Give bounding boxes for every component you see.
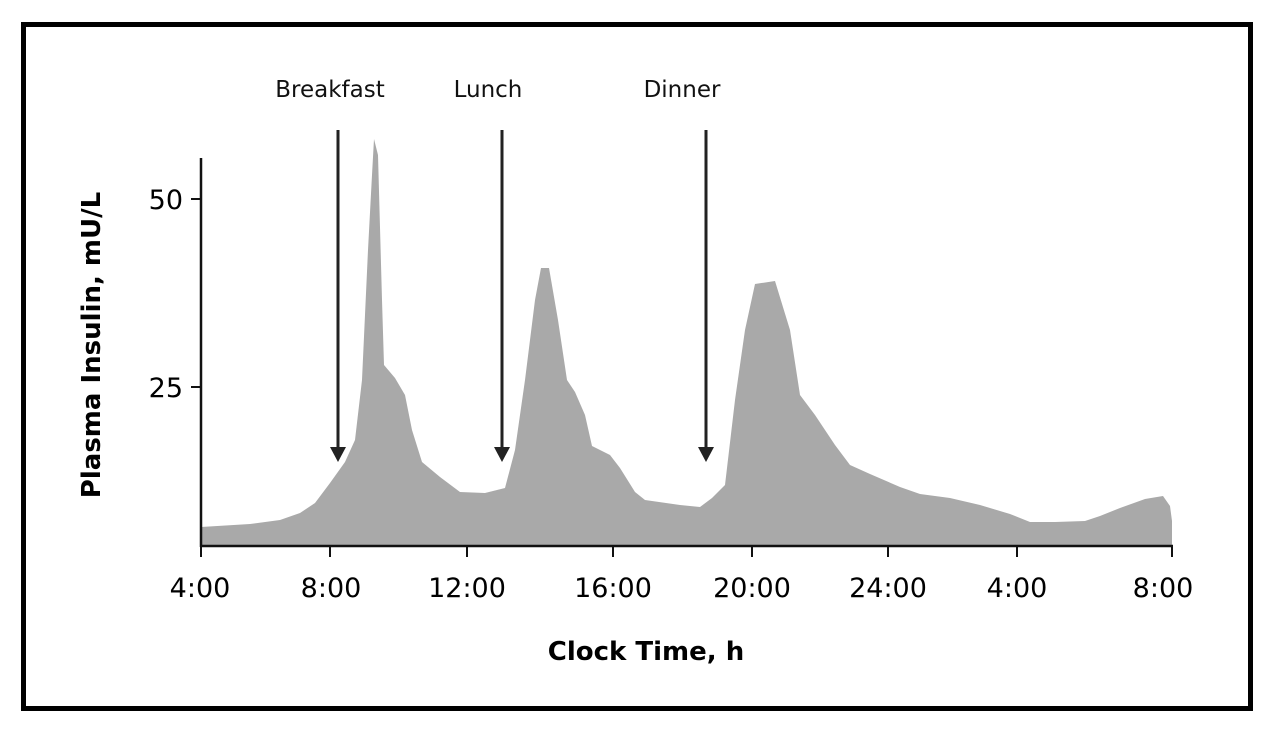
- dinner-arrow-icon: [698, 130, 714, 462]
- x-tick-label: 12:00: [428, 573, 506, 604]
- y-tick-label-50: 50: [149, 185, 183, 216]
- dinner-label: Dinner: [644, 77, 721, 103]
- x-tick-label: 4:00: [987, 573, 1048, 604]
- x-tick-label: 20:00: [713, 573, 791, 604]
- x-tick-label: 8:00: [1133, 573, 1194, 604]
- breakfast-arrow-icon: [330, 130, 346, 462]
- figure-frame: [21, 22, 1253, 711]
- x-tick-label: 16:00: [574, 573, 652, 604]
- insulin-area: [201, 139, 1172, 546]
- x-ticks: [200, 546, 1173, 557]
- y-axis-title: Plasma Insulin, mU/L: [77, 192, 107, 498]
- lunch-label: Lunch: [454, 77, 523, 103]
- breakfast-label: Breakfast: [275, 77, 385, 103]
- x-tick-label: 24:00: [849, 573, 927, 604]
- lunch-arrow-icon: [494, 130, 510, 462]
- x-tick-label: 4:00: [170, 573, 231, 604]
- x-tick-label: 8:00: [301, 573, 362, 604]
- y-tick-label-25: 25: [149, 373, 183, 404]
- x-axis-title: Clock Time, h: [548, 637, 744, 667]
